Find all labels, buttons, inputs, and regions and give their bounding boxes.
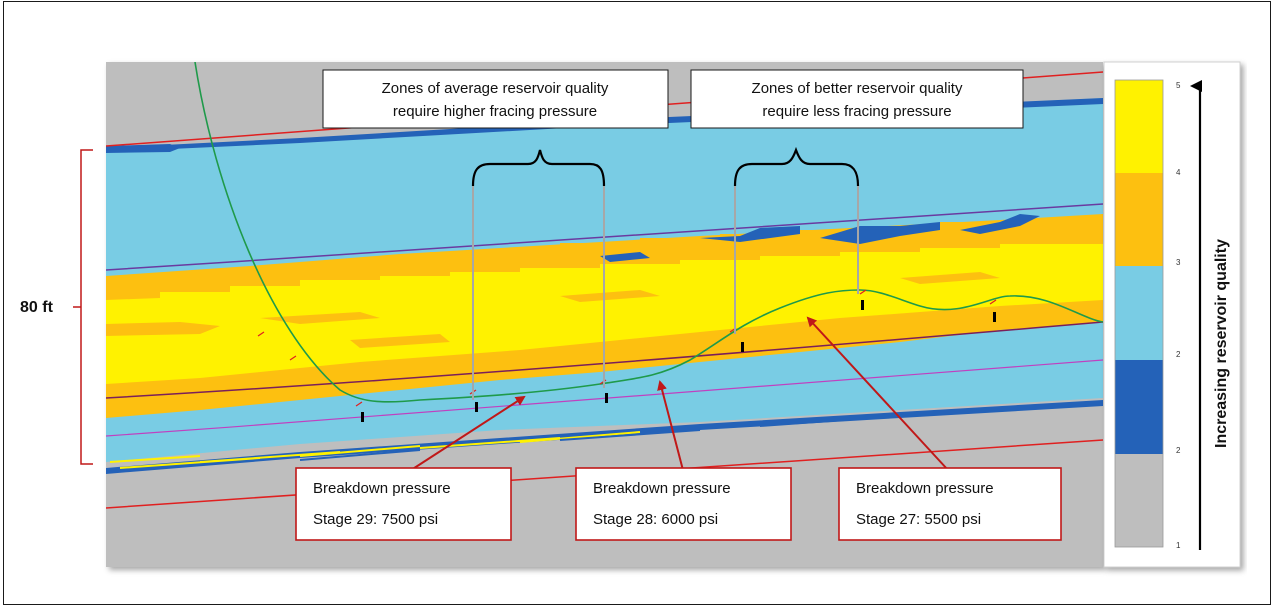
scale-label: 80 ft [20,299,54,316]
dark-blue-patch-mid-2 [820,222,940,244]
pressure-box-28-line1: Breakdown pressure [593,480,731,497]
pressure-box-stage-29: Breakdown pressure Stage 29: 7500 psi [295,467,512,541]
orange-inclusion-3 [560,290,660,302]
pressure-box-stage-28: Breakdown pressure Stage 28: 6000 psi [575,467,792,541]
pressure-box-28-line2: Stage 28: 6000 psi [593,511,718,528]
scale-bracket [73,149,93,465]
legend-tick-3: 3 [1176,258,1181,267]
dark-blue-patch-mid-1 [700,226,800,242]
callout-average-line1: Zones of average reservoir quality [382,80,609,97]
orange-inclusion-1 [106,322,220,336]
yellow-flecks-bottom [109,431,641,469]
legend-tick-1: 1 [1176,541,1181,550]
pressure-box-stage-27: Breakdown pressure Stage 27: 5500 psi [838,467,1062,541]
callout-better-line1: Zones of better reservoir quality [752,80,963,97]
legend-tick-5: 5 [1176,81,1181,90]
brace-better [733,146,860,187]
upper-purple-horizon [106,203,1103,271]
legend-swatch-light-blue [1115,266,1163,360]
pressure-box-29-line1: Breakdown pressure [313,480,451,497]
magenta-horizon [106,359,1103,437]
dark-blue-patch-mid-4 [600,252,650,262]
callout-better-quality: Zones of better reservoir quality requir… [690,69,1024,129]
legend-tick-4: 4 [1176,168,1181,177]
orange-inclusion-4 [900,272,1000,284]
legend-swatch-yellow [1115,80,1163,173]
stage-markers [361,300,996,422]
legend-swatch-orange [1115,173,1163,266]
arrow-stage-29 [404,395,526,475]
legend-swatch-gray [1115,454,1163,547]
zone-indicator-lines [472,182,859,400]
legend-panel: 5 4 3 2 2 1 Increasing reservoir quality [1103,61,1241,568]
brace-average [471,149,606,187]
callout-average-line2: require higher fracing pressure [393,103,597,120]
wellbore-trajectory [194,62,1103,403]
callout-better-line2: require less fracing pressure [762,103,951,120]
legend-tick-2a: 2 [1176,350,1181,359]
pressure-arrows [404,316,949,475]
orange-inclusion-2 [260,312,380,324]
lower-dark-purple-horizon [106,321,1103,399]
orange-inclusion-5 [350,334,450,348]
pressure-box-27-line1: Breakdown pressure [856,480,994,497]
legend-title: Increasing reservoir quality [1213,239,1230,448]
legend-tick-2b: 2 [1176,446,1181,455]
callout-average-quality: Zones of average reservoir quality requi… [322,69,669,129]
dark-blue-patch-mid-3 [960,214,1040,234]
legend-swatch-dark-blue [1115,360,1163,454]
arrow-stage-27 [806,316,949,471]
dark-blue-flecks-bottom [299,415,901,461]
pressure-box-29-line2: Stage 29: 7500 psi [313,511,438,528]
dark-blue-patch-top-left [106,144,180,153]
pressure-box-27-line2: Stage 27: 5500 psi [856,511,981,528]
arrow-stage-28 [657,380,685,475]
